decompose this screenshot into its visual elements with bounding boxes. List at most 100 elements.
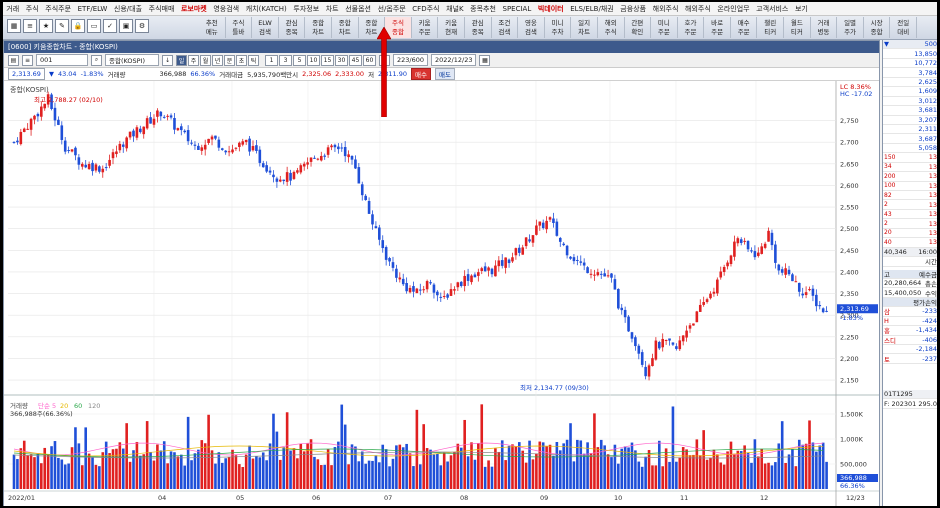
toolbar-button[interactable]: 주식 틀바 xyxy=(226,17,253,38)
menu-item[interactable]: 신용/대출 xyxy=(113,4,143,13)
toolbar-button[interactable]: 종합 차트 xyxy=(305,17,332,38)
toolbar-button[interactable]: 호가 주문 xyxy=(678,17,705,38)
order-book-row[interactable]: 2,625 xyxy=(883,78,937,88)
period-tab[interactable]: 주 xyxy=(188,54,199,66)
menu-item[interactable]: 해외주식 xyxy=(652,4,679,13)
minute-tab[interactable]: 45 xyxy=(349,54,362,66)
period-tab[interactable]: 초 xyxy=(236,54,247,66)
order-book-row[interactable]: 3,784 xyxy=(883,68,937,78)
order-book-row[interactable]: 3,012 xyxy=(883,97,937,107)
order-book-row[interactable]: 1,609 xyxy=(883,87,937,97)
menu-item[interactable]: 종목추천 xyxy=(470,4,496,13)
toolbar-button[interactable]: 키움 주문 xyxy=(412,17,439,38)
list-icon[interactable]: ≡ xyxy=(22,54,33,66)
candlestick-chart[interactable]: 2,750 2,700 2,650 2,600 2,550 2,500 2,450 2,400… xyxy=(4,81,879,506)
toolbar-button[interactable]: 관심 종목 xyxy=(279,17,306,38)
menu-item[interactable]: 선/옵주문 xyxy=(377,4,406,13)
order-book-row[interactable]: 43 13 xyxy=(883,210,937,220)
order-book-row[interactable]: 3,687 xyxy=(883,134,937,144)
order-book-row[interactable]: 13,850 xyxy=(883,49,937,59)
holding-row[interactable]: H -424 xyxy=(883,317,937,327)
holding-row[interactable]: 삼 -233 xyxy=(883,307,937,317)
lock-icon[interactable]: 🔒 xyxy=(71,19,85,33)
toolbar-button[interactable]: 일지 차트 xyxy=(571,17,598,38)
pin-icon[interactable]: ↓ xyxy=(162,54,173,66)
star-icon[interactable]: ★ xyxy=(39,19,53,33)
layout-icon[interactable]: ▤ xyxy=(8,54,19,66)
order-book-row[interactable]: 82 13 xyxy=(883,191,937,201)
order-book-row[interactable]: 40 13 xyxy=(883,238,937,248)
menu-item[interactable]: 채널K xyxy=(446,4,464,13)
toolbar-button[interactable]: ELW 검색 xyxy=(252,17,279,38)
period-tab[interactable]: 분 xyxy=(224,54,235,66)
order-book-row[interactable]: 2 13 xyxy=(883,219,937,229)
sell-button[interactable]: 매도 xyxy=(434,68,455,80)
menu-item[interactable]: 로보마켓 xyxy=(180,4,207,13)
menu-item[interactable]: 해외주식 xyxy=(685,4,711,13)
menu-item[interactable]: 거래 xyxy=(6,4,20,13)
toolbar-button[interactable]: 조건 검색 xyxy=(492,17,519,38)
menu-item[interactable]: CFD주식 xyxy=(412,4,440,13)
minute-tab[interactable]: 10 xyxy=(307,54,320,66)
minute-tab[interactable]: 60 xyxy=(363,54,376,66)
menu-item[interactable]: 선물옵션 xyxy=(345,4,371,13)
gear-icon[interactable]: ⚙ xyxy=(135,19,149,33)
menu-item[interactable]: 주식매매 xyxy=(148,4,175,13)
toolbar-button[interactable]: 시장 종합 xyxy=(864,17,891,38)
order-book-row[interactable]: 34 13 xyxy=(883,163,937,173)
order-book-row[interactable]: 3,681 xyxy=(883,106,937,116)
toolbar-button[interactable]: 주식 종합 xyxy=(385,17,412,38)
menu-item[interactable]: ELS/ELB/채권 xyxy=(570,4,614,13)
order-book-row[interactable]: 150 13 xyxy=(883,153,937,163)
minute-tab[interactable]: 3 xyxy=(279,54,292,66)
toolbar-button[interactable]: 관심 종목 xyxy=(465,17,492,38)
toolbar-button[interactable]: 미니 주차 xyxy=(545,17,572,38)
order-book-row[interactable]: 100 13 xyxy=(883,182,937,191)
menu-item[interactable]: 온라인업무 xyxy=(717,4,750,13)
order-book-row[interactable]: 5,058 xyxy=(883,144,937,154)
menu-item[interactable]: 주식주문 xyxy=(45,4,72,13)
order-book-row[interactable]: 20 13 xyxy=(883,229,937,239)
toolbar-button[interactable]: 간편 확인 xyxy=(625,17,652,38)
minute-tab[interactable]: 30 xyxy=(335,54,348,66)
menu-item[interactable]: 캐치(KATCH) xyxy=(245,4,287,13)
grid-icon[interactable]: ▦ xyxy=(7,19,21,33)
menu-item[interactable]: 영웅검색 xyxy=(213,4,240,13)
period-tab[interactable]: 일 xyxy=(176,54,187,66)
date-field[interactable]: 2022/12/23 xyxy=(431,54,477,66)
toolbar-button[interactable]: 매수 주문 xyxy=(731,17,758,38)
menu-item[interactable]: SPECIAL xyxy=(502,4,532,13)
count-field[interactable]: 223/600 xyxy=(393,54,429,66)
toolbar-button[interactable]: 키움 현재 xyxy=(438,17,465,38)
holding-row[interactable]: 스디 -406 xyxy=(883,336,937,345)
order-book-row[interactable]: 200 13 xyxy=(883,172,937,182)
monitor-icon[interactable]: ▭ xyxy=(87,19,101,33)
toolbar-button[interactable]: 영웅 검색 xyxy=(518,17,545,38)
panel-tab[interactable]: 고 xyxy=(884,270,890,279)
search-icon[interactable]: ⌕ xyxy=(91,54,102,66)
buy-button[interactable]: 매수 xyxy=(411,68,431,80)
minute-tab[interactable]: 1 xyxy=(265,54,278,66)
toolbar-button[interactable]: 미니 주문 xyxy=(651,17,678,38)
period-tab[interactable]: 년 xyxy=(212,54,223,66)
toolbar-button[interactable]: 바로 주문 xyxy=(704,17,731,38)
toolbar-button[interactable]: 종합 차트 xyxy=(359,17,386,38)
menu-item[interactable]: 보기 xyxy=(794,4,808,13)
toolbar-button[interactable]: 종합 차트 xyxy=(332,17,359,38)
order-book-row[interactable]: 2 13 xyxy=(883,200,937,210)
holding-row[interactable]: 토 -237 xyxy=(883,354,937,364)
down-arrow-icon[interactable]: ▼ xyxy=(884,40,889,49)
toolbar-button[interactable]: 월드 티커 xyxy=(784,17,811,38)
menu-item[interactable]: 고객서비스 xyxy=(756,4,789,13)
holding-row[interactable]: -2,184 xyxy=(883,345,937,355)
pencil-icon[interactable]: ✎ xyxy=(55,19,69,33)
holding-row[interactable]: 홍 -1,434 xyxy=(883,326,937,336)
minute-tab[interactable]: 15 xyxy=(321,54,334,66)
menu-item[interactable]: 빅데이터 xyxy=(537,4,564,13)
order-book-row[interactable]: 2,311 xyxy=(883,125,937,135)
toolbar-button[interactable]: 전일 대비 xyxy=(890,17,918,38)
calendar-icon[interactable]: ▦ xyxy=(479,54,491,66)
menu-item[interactable]: 투자정보 xyxy=(293,4,320,13)
calendar-icon[interactable]: ▣ xyxy=(119,19,133,33)
toolbar-button[interactable]: 거래 병동 xyxy=(811,17,838,38)
